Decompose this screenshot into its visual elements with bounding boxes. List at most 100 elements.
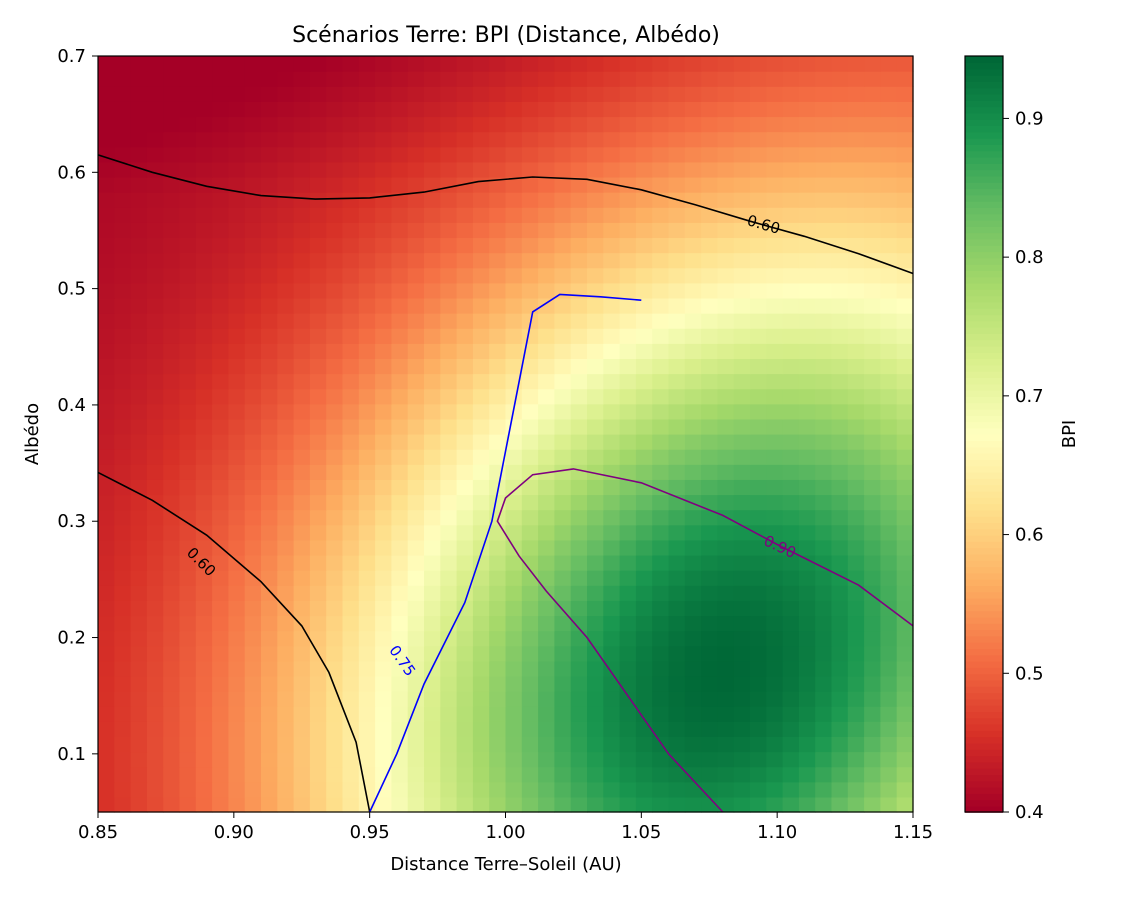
heatmap-cell [212, 222, 229, 239]
heatmap-cell [831, 509, 849, 526]
colorbar-tick-label: 0.6 [1015, 525, 1044, 546]
heatmap-cell [326, 237, 344, 254]
heatmap-cell [538, 222, 555, 239]
heatmap-cell [293, 176, 311, 193]
heatmap-cell [424, 781, 441, 798]
heatmap-cell [782, 146, 800, 163]
heatmap-cell [538, 373, 555, 390]
heatmap-cell [668, 161, 686, 178]
heatmap-cell [375, 721, 392, 737]
heatmap-cell [309, 161, 327, 178]
heatmap-cell [195, 282, 213, 299]
heatmap-cell [489, 691, 507, 707]
heatmap-cell [521, 161, 539, 178]
heatmap-cell [195, 161, 213, 178]
heatmap-cell [619, 585, 637, 601]
heatmap-cell [798, 751, 816, 768]
heatmap-cell [587, 101, 604, 118]
heatmap-cell [358, 691, 376, 707]
heatmap-cell [472, 796, 490, 813]
heatmap-cell [358, 403, 376, 420]
heatmap-cell [668, 267, 686, 284]
colorbar-band [965, 509, 1003, 517]
heatmap-cell [521, 585, 539, 601]
colorbar-band [965, 541, 1003, 549]
heatmap-cell [733, 222, 751, 239]
heatmap-cell [114, 222, 132, 239]
colorbar-band [965, 364, 1003, 372]
heatmap-cell [587, 751, 604, 768]
heatmap-cell [701, 403, 718, 420]
heatmap-cell [798, 645, 816, 662]
heatmap-cell [733, 176, 751, 193]
heatmap-cell [456, 388, 474, 405]
heatmap-cell [635, 176, 653, 193]
heatmap-cell [375, 479, 392, 496]
heatmap-cell [244, 267, 262, 284]
heatmap-cell [407, 176, 425, 193]
heatmap-cell [163, 494, 181, 511]
heatmap-cell [358, 71, 376, 87]
heatmap-cell [163, 131, 181, 148]
heatmap-cell [228, 660, 246, 677]
heatmap-cell [195, 146, 213, 163]
heatmap-cell [798, 554, 816, 571]
heatmap-cell [130, 252, 148, 269]
heatmap-cell [342, 131, 360, 148]
heatmap-cell [880, 434, 898, 450]
heatmap-cell [815, 101, 833, 118]
heatmap-cell [342, 434, 360, 450]
heatmap-cell [798, 282, 816, 299]
heatmap-cell [521, 660, 539, 677]
heatmap-cell [293, 101, 311, 118]
heatmap-cell [212, 524, 229, 541]
heatmap-cell [391, 328, 409, 344]
heatmap-cell [179, 766, 197, 783]
heatmap-cell [798, 56, 816, 72]
heatmap-cell [391, 56, 409, 72]
heatmap-cell [212, 86, 229, 102]
heatmap-cell [424, 282, 441, 299]
heatmap-cell [98, 570, 115, 586]
heatmap-cell [472, 388, 490, 405]
heatmap-cell [114, 645, 132, 662]
heatmap-cell [472, 645, 490, 662]
heatmap-cell [750, 434, 767, 450]
colorbar-band [965, 654, 1003, 662]
heatmap-cell [309, 630, 327, 647]
heatmap-cell [505, 192, 523, 208]
heatmap-cell [407, 237, 425, 254]
heatmap-cell [782, 630, 800, 647]
heatmap-cell [733, 585, 751, 601]
heatmap-cell [472, 146, 490, 163]
heatmap-cell [668, 131, 686, 148]
heatmap-cell [391, 570, 409, 586]
heatmap-cell [733, 434, 751, 450]
heatmap-cell [293, 343, 311, 359]
heatmap-cell [146, 297, 164, 314]
colorbar-band [965, 207, 1003, 215]
heatmap-cell [98, 494, 115, 511]
heatmap-cell [505, 660, 523, 677]
heatmap-cell [228, 101, 246, 118]
heatmap-cell [440, 434, 458, 450]
heatmap-cell [864, 449, 881, 465]
heatmap-cell [228, 86, 246, 102]
heatmap-cell [424, 237, 441, 254]
heatmap-cell [309, 706, 327, 722]
heatmap-cell [114, 464, 132, 480]
heatmap-cell [782, 131, 800, 148]
heatmap-cell [244, 630, 262, 647]
heatmap-cell [896, 539, 914, 556]
heatmap-cell [309, 328, 327, 344]
heatmap-cell [309, 313, 327, 329]
heatmap-cell [782, 237, 800, 254]
colorbar-frame [964, 55, 1004, 813]
heatmap-cell [619, 343, 637, 359]
heatmap-cell [847, 766, 865, 783]
heatmap-cell [472, 131, 490, 148]
heatmap-cell [521, 388, 539, 405]
heatmap-cell [261, 434, 278, 450]
heatmap-cell [130, 146, 148, 163]
heatmap-cell [98, 434, 115, 450]
